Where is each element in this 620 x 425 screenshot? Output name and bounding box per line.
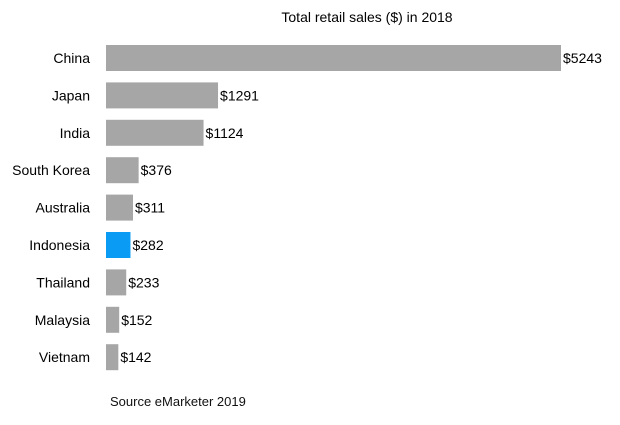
category-label: South Korea [12,162,90,178]
chart-title: Total retail sales ($) in 2018 [281,9,452,25]
data-label: $5243 [563,50,602,66]
category-label: Thailand [36,274,90,290]
category-label: Indonesia [29,237,90,253]
data-label: $311 [135,200,165,216]
data-label: $142 [120,349,151,365]
bar-china [106,45,561,71]
bar-thailand [106,269,127,296]
data-label: $1124 [206,125,244,141]
bar-indonesia [106,232,131,258]
data-label: $152 [121,312,152,328]
bar-south-korea [106,157,139,184]
data-label: $282 [132,237,163,253]
bar-malaysia [106,306,120,333]
category-label: India [60,125,91,141]
source-note: Source eMarketer 2019 [110,394,246,409]
category-label: Malaysia [35,312,90,328]
data-label: $1291 [220,87,259,103]
bar-vietnam [106,344,119,371]
data-label: $376 [141,162,172,178]
category-label: Australia [36,200,91,216]
bar-japan [106,82,219,109]
bar-australia [106,194,133,221]
category-label: Japan [52,87,90,103]
category-label: Vietnam [39,349,90,365]
bar-india [106,119,204,146]
data-label: $233 [128,274,159,290]
category-label: China [53,50,90,66]
